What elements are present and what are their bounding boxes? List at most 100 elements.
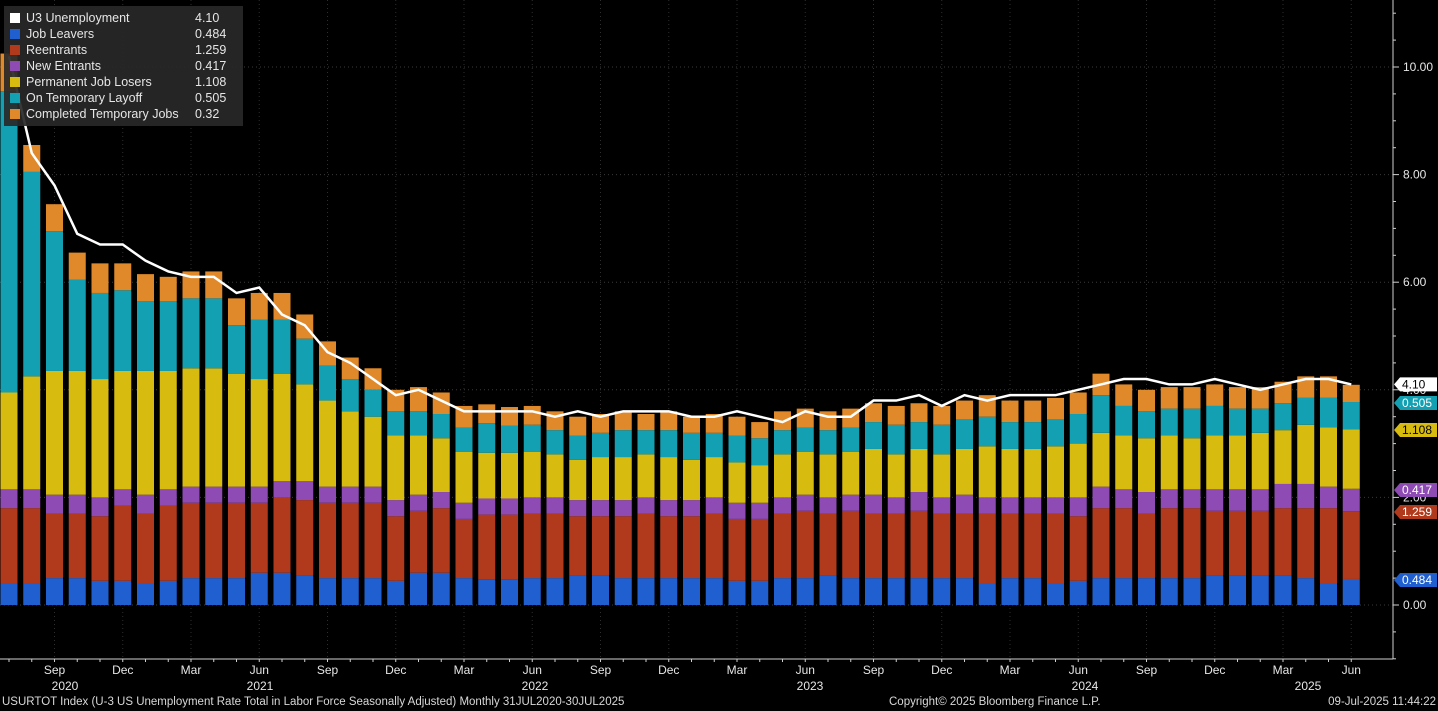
legend-swatch [10, 29, 20, 39]
bar-segment-on-temporary-layoff [137, 301, 154, 371]
bar-segment-permanent-job-losers [523, 451, 541, 498]
bar-segment-completed-temporary-jobs [1115, 384, 1133, 406]
legend-item: Job Leavers 0.484 [10, 26, 233, 42]
end-label-tag [1394, 423, 1437, 437]
bar-segment-completed-temporary-jobs [341, 357, 359, 380]
bar-segment-new-entrants [592, 500, 609, 517]
bar-segment-new-entrants [1001, 497, 1019, 514]
bar-stack [887, 405, 905, 605]
bar-segment-new-entrants [614, 500, 632, 517]
bar-segment-completed-temporary-jobs [910, 403, 928, 423]
bar-segment-on-temporary-layoff [1092, 395, 1110, 433]
bar-segment-job-leavers [796, 578, 814, 605]
bar-segment-completed-temporary-jobs [205, 271, 223, 299]
bar-stack [91, 263, 109, 605]
bar-segment-job-leavers [637, 578, 655, 605]
bar-segment-new-entrants [683, 500, 700, 517]
bar-segment-permanent-job-losers [432, 438, 450, 493]
bar-segment-on-temporary-layoff [933, 424, 951, 455]
bar-segment-job-leavers [1206, 575, 1224, 605]
bar-segment-permanent-job-losers [46, 370, 63, 495]
bar-segment-new-entrants [273, 481, 291, 498]
bar-stack [114, 263, 132, 605]
bar-segment-new-entrants [46, 494, 63, 514]
bar-segment-job-leavers [273, 572, 291, 605]
bar-stack [1251, 387, 1269, 605]
bar-segment-new-entrants [23, 489, 41, 509]
legend-value: 0.505 [195, 91, 227, 105]
bar-segment-new-entrants [1342, 488, 1360, 512]
bar-segment-job-leavers [137, 583, 154, 605]
bar-segment-reentrants [819, 513, 837, 576]
bar-stack [478, 404, 496, 605]
x-month-label: Sep [44, 663, 66, 677]
bar-segment-job-leavers [478, 579, 496, 605]
bar-segment-permanent-job-losers [273, 373, 291, 482]
bar-segment-completed-temporary-jobs [1001, 400, 1019, 423]
bar-segment-reentrants [478, 514, 496, 580]
bar-segment-permanent-job-losers [159, 370, 177, 490]
bar-segment-reentrants [592, 516, 609, 576]
bar-segment-on-temporary-layoff [273, 319, 291, 374]
bar-stack [1069, 392, 1087, 605]
bar-segment-completed-temporary-jobs [523, 405, 541, 425]
bar-segment-new-entrants [228, 486, 245, 503]
x-month-label: Dec [931, 663, 952, 677]
bar-segment-permanent-job-losers [956, 448, 973, 495]
bar-stack [0, 53, 18, 605]
bar-segment-job-leavers [387, 580, 405, 605]
bar-segment-reentrants [341, 502, 359, 579]
bar-segment-permanent-job-losers [865, 448, 882, 495]
bar-segment-job-leavers [46, 578, 63, 605]
bar-segment-completed-temporary-jobs [1297, 376, 1315, 398]
bar-segment-on-temporary-layoff [1069, 414, 1087, 444]
end-label-tag [1394, 573, 1437, 587]
bar-segment-new-entrants [569, 500, 587, 517]
bar-stack [728, 416, 746, 605]
bar-stack [819, 411, 837, 605]
bar-segment-completed-temporary-jobs [46, 204, 63, 232]
bar-segment-completed-temporary-jobs [592, 414, 609, 433]
bar-segment-new-entrants [933, 497, 951, 514]
bar-stack [1024, 400, 1042, 605]
bar-stack [614, 411, 632, 605]
bar-segment-completed-temporary-jobs [705, 414, 723, 433]
x-month-label: Jun [1342, 663, 1361, 677]
bar-segment-new-entrants [182, 486, 200, 503]
end-label-value: 0.505 [1402, 396, 1432, 410]
end-label-value: 1.259 [1402, 505, 1432, 519]
bar-segment-reentrants [1092, 508, 1110, 579]
bar-segment-permanent-job-losers [1274, 430, 1292, 484]
bar-segment-completed-temporary-jobs [114, 263, 132, 291]
footer-copyright: Copyright© 2025 Bloomberg Finance L.P. [889, 696, 1101, 708]
bar-segment-on-temporary-layoff [705, 432, 723, 458]
bar-segment-completed-temporary-jobs [1320, 376, 1337, 398]
bar-segment-on-temporary-layoff [114, 290, 132, 371]
bar-segment-new-entrants [1251, 489, 1269, 511]
bar-segment-completed-temporary-jobs [1138, 389, 1155, 412]
bar-segment-reentrants [705, 513, 723, 579]
bar-segment-reentrants [91, 516, 109, 581]
bar-segment-reentrants [865, 513, 882, 579]
bar-segment-job-leavers [819, 575, 837, 605]
bar-segment-on-temporary-layoff [250, 319, 268, 380]
bar-segment-job-leavers [501, 579, 518, 605]
bar-segment-new-entrants [774, 497, 791, 514]
bar-segment-new-entrants [205, 486, 223, 503]
bar-segment-new-entrants [501, 498, 518, 515]
y-tick-label: 6.00 [1403, 275, 1427, 289]
bar-segment-completed-temporary-jobs [1251, 387, 1269, 409]
bar-segment-new-entrants [1229, 489, 1246, 511]
bar-segment-job-leavers [319, 578, 336, 605]
bar-stack [1183, 387, 1201, 605]
bar-segment-new-entrants [705, 497, 723, 514]
bar-segment-completed-temporary-jobs [91, 263, 109, 293]
legend-label: Permanent Job Losers [26, 75, 152, 89]
bar-segment-permanent-job-losers [933, 454, 951, 498]
x-month-label: Mar [454, 663, 475, 677]
x-month-label: Dec [658, 663, 679, 677]
bar-segment-on-temporary-layoff [751, 438, 769, 466]
x-month-label: Jun [1069, 663, 1088, 677]
bar-segment-new-entrants [1183, 489, 1201, 509]
